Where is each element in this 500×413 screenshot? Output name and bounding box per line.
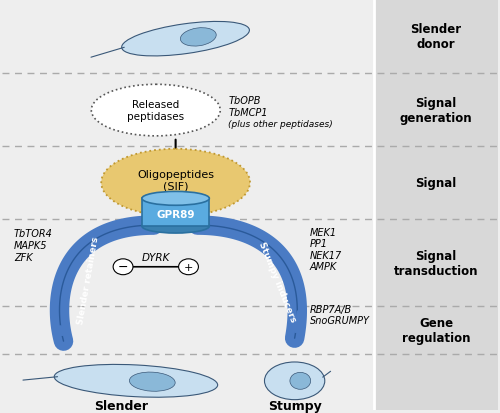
Ellipse shape	[290, 373, 310, 389]
Text: MEK1
PP1
NEK17
AMPK: MEK1 PP1 NEK17 AMPK	[310, 227, 342, 272]
Text: Oligopeptides
(SIF): Oligopeptides (SIF)	[137, 169, 214, 191]
Text: RBP7A/B
SnoGRUMPY: RBP7A/B SnoGRUMPY	[310, 304, 370, 325]
Text: TbTOR4
MAPK5
ZFK: TbTOR4 MAPK5 ZFK	[14, 229, 53, 262]
Text: Signal
generation: Signal generation	[400, 96, 472, 124]
Text: Gene
regulation: Gene regulation	[402, 316, 470, 344]
Ellipse shape	[178, 259, 199, 275]
Ellipse shape	[180, 28, 216, 47]
Ellipse shape	[113, 259, 133, 275]
Text: Slender
donor: Slender donor	[410, 23, 462, 51]
Text: DYRK: DYRK	[142, 252, 170, 262]
Text: Slender: Slender	[94, 399, 148, 412]
Text: Signal
transduction: Signal transduction	[394, 249, 478, 277]
Text: Signal: Signal	[416, 176, 457, 190]
Ellipse shape	[122, 22, 250, 57]
Text: −: −	[118, 261, 128, 273]
Ellipse shape	[130, 372, 175, 391]
Ellipse shape	[92, 85, 220, 137]
Text: TbMCP1: TbMCP1	[228, 108, 268, 118]
Bar	[374, 0, 498, 410]
Bar	[142, 199, 210, 227]
Text: Released
peptidases: Released peptidases	[127, 100, 184, 121]
Text: TbOPB: TbOPB	[228, 96, 260, 106]
Ellipse shape	[54, 365, 218, 397]
Text: +: +	[184, 262, 193, 272]
Ellipse shape	[142, 220, 210, 233]
Ellipse shape	[142, 192, 210, 206]
Text: (plus other peptidases): (plus other peptidases)	[228, 120, 333, 129]
Text: Stumpy inducers: Stumpy inducers	[258, 240, 298, 323]
Ellipse shape	[264, 362, 325, 400]
Text: Slender retainers: Slender retainers	[76, 235, 100, 325]
Text: GPR89: GPR89	[156, 210, 195, 220]
Ellipse shape	[101, 150, 250, 217]
Text: Stumpy: Stumpy	[268, 399, 322, 412]
